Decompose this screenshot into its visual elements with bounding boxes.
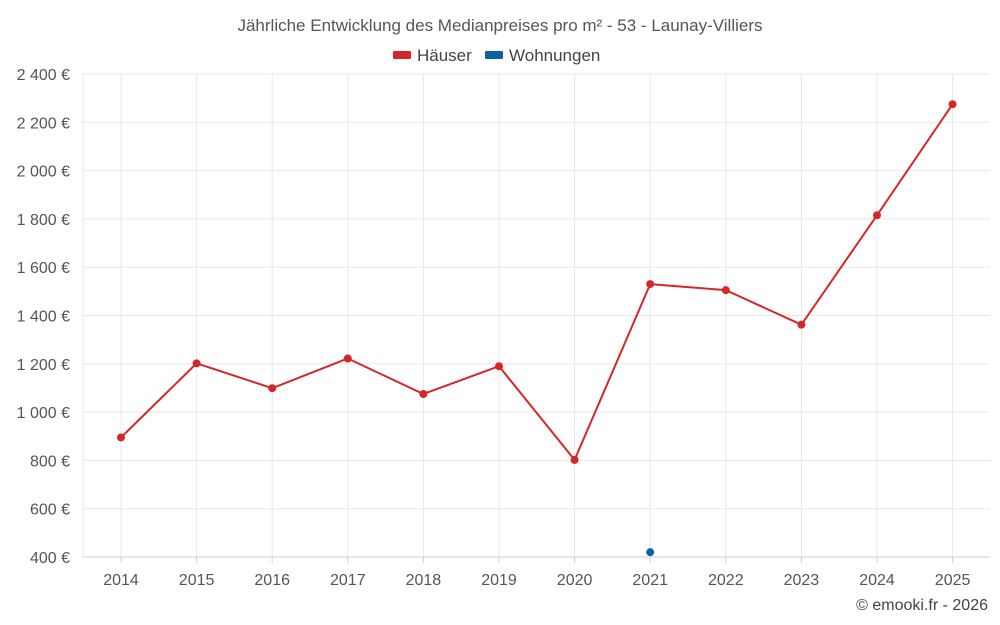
legend[interactable]: Häuser Wohnungen: [393, 46, 600, 65]
chart-title: Jährliche Entwicklung des Medianpreises …: [237, 16, 762, 35]
y-tick-label: 1 800 €: [17, 212, 70, 229]
data-point: [495, 362, 503, 371]
y-tick-label: 2 200 €: [17, 115, 70, 132]
x-tick-label: 2017: [330, 572, 366, 589]
x-tick-label: 2014: [103, 572, 139, 589]
legend-label-houses: Häuser: [417, 46, 472, 65]
x-tick-label: 2015: [179, 572, 215, 589]
x-tick-label: 2025: [935, 572, 971, 589]
y-tick-label: 1 600 €: [17, 260, 70, 277]
x-tick-label: 2021: [632, 572, 668, 589]
x-tick-label: 2019: [481, 572, 517, 589]
x-tick-label: 2020: [557, 572, 593, 589]
data-point: [721, 286, 730, 295]
data-point: [646, 548, 655, 557]
series-apartments: [646, 548, 655, 557]
y-tick-label: 1 000 €: [17, 405, 70, 422]
x-tick-label: 2023: [784, 572, 820, 589]
copyright-credit: © emooki.fr - 2026: [856, 597, 988, 614]
x-tick-label: 2018: [406, 572, 442, 589]
data-point: [646, 280, 655, 289]
legend-label-apartments: Wohnungen: [509, 46, 600, 65]
data-point: [117, 433, 125, 442]
x-tick-label: 2016: [254, 572, 290, 589]
data-point: [797, 320, 806, 329]
y-tick-label: 2 400 €: [17, 67, 70, 84]
series-houses: [117, 100, 957, 464]
y-tick-label: 2 000 €: [17, 164, 70, 181]
legend-swatch-apartments: [485, 51, 503, 59]
legend-item-apartments[interactable]: Wohnungen: [485, 46, 600, 65]
axes: 400 € 600 € 800 € 1 000 € 1 200 € 1 400 € 1 60…: [17, 67, 990, 589]
y-tick-label: 800 €: [30, 453, 70, 470]
y-tick-label: 600 €: [30, 502, 70, 519]
data-point: [192, 359, 201, 368]
data-point: [873, 211, 881, 220]
data-point: [419, 389, 428, 398]
y-tick-label: 400 €: [30, 550, 70, 567]
x-tick-label: 2022: [708, 572, 744, 589]
legend-swatch-houses: [393, 51, 411, 59]
data-point: [268, 384, 277, 393]
series: [117, 100, 957, 557]
grid: [83, 73, 990, 557]
data-point: [343, 354, 352, 363]
series-line: [120, 103, 954, 461]
y-tick-label: 1 400 €: [17, 309, 70, 326]
legend-item-houses[interactable]: Häuser: [393, 46, 472, 65]
y-tick-label: 1 200 €: [17, 357, 70, 374]
data-point: [948, 100, 957, 109]
data-point: [570, 455, 579, 464]
x-tick-label: 2024: [859, 572, 895, 589]
